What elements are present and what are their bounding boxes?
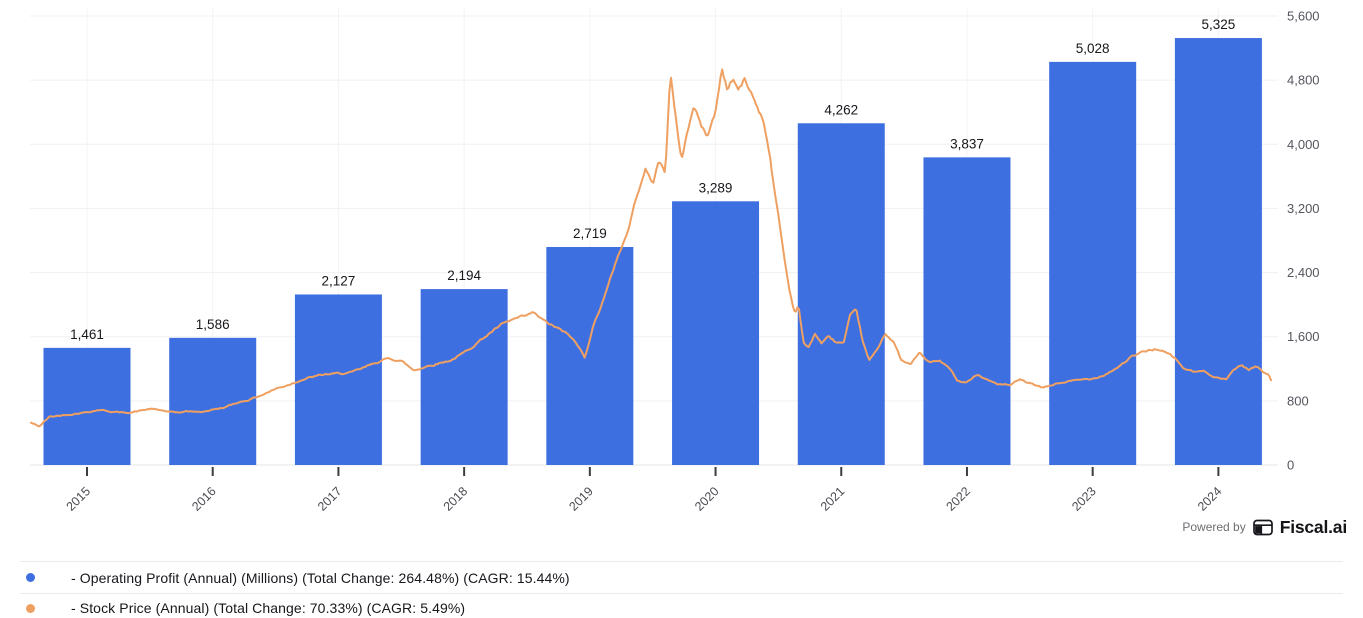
bar-2020[interactable] — [672, 201, 760, 466]
bar-value-label: 2,194 — [447, 268, 481, 283]
y-axis-tick-label: 5,600 — [1287, 9, 1320, 24]
x-axis-tick-label: 2020 — [692, 484, 722, 514]
stock-price-line[interactable] — [30, 68, 1272, 428]
chart-legend: - Operating Profit (Annual) (Millions) (… — [20, 561, 1343, 618]
x-axis-tick-label: 2022 — [944, 484, 974, 514]
x-axis-tick-label: 2021 — [818, 484, 848, 514]
bar-value-label: 3,837 — [950, 136, 984, 151]
y-axis-tick-label: 800 — [1287, 393, 1309, 408]
bar-value-label: 5,325 — [1201, 17, 1235, 32]
x-axis-tick-label: 2023 — [1069, 484, 1099, 514]
bar-value-label: 2,127 — [322, 273, 356, 288]
x-axis-tick-label: 2018 — [441, 484, 471, 514]
y-axis-tick-label: 3,200 — [1287, 201, 1320, 216]
bar-value-label: 1,461 — [70, 327, 104, 342]
x-axis-tick-label: 2016 — [189, 484, 219, 514]
powered-by-footer[interactable]: Powered by Fiscal.ai — [1182, 515, 1347, 539]
x-axis-tick-label: 2017 — [315, 484, 345, 514]
y-axis-tick-label: 4,000 — [1287, 137, 1320, 152]
x-axis-tick-label: 2019 — [566, 484, 596, 514]
bar-value-label: 2,719 — [573, 226, 607, 241]
bar-2015[interactable] — [43, 347, 131, 465]
fiscal-ai-logo-icon — [1252, 519, 1273, 536]
powered-by-text: Powered by — [1182, 520, 1246, 534]
x-axis-tick-label: 2024 — [1195, 484, 1225, 514]
legend-label-operating-profit: - Operating Profit (Annual) (Millions) (… — [71, 569, 570, 586]
bar-value-label: 1,586 — [196, 317, 230, 332]
legend-dot-stock-price — [26, 603, 35, 613]
x-axis-tick-label: 2015 — [64, 484, 94, 514]
bar-value-label: 4,262 — [824, 102, 858, 117]
legend-item-operating-profit[interactable]: - Operating Profit (Annual) (Millions) (… — [20, 561, 1343, 593]
bar-2019[interactable] — [546, 246, 634, 465]
bar-value-label: 5,028 — [1076, 41, 1110, 56]
legend-label-stock-price: - Stock Price (Annual) (Total Change: 70… — [71, 600, 466, 616]
bar-2021[interactable] — [797, 123, 885, 465]
bar-2018[interactable] — [420, 289, 508, 465]
fiscal-ai-brand: Fiscal.ai — [1279, 516, 1347, 537]
y-axis-tick-label: 0 — [1287, 458, 1294, 473]
y-axis-tick-label: 4,800 — [1287, 73, 1320, 88]
chart-canvas[interactable]: 0 800 1,600 2,400 3,200 4,000 4,800 5,600 1,461 1… — [0, 0, 1363, 560]
bar-2022[interactable] — [923, 157, 1011, 465]
legend-item-stock-price[interactable]: - Stock Price (Annual) (Total Change: 70… — [20, 593, 1343, 618]
bar-2017[interactable] — [294, 294, 382, 465]
legend-dot-operating-profit — [26, 573, 35, 582]
bar-2024[interactable] — [1174, 38, 1262, 466]
bar-value-label: 3,289 — [699, 180, 733, 195]
y-axis-tick-label: 2,400 — [1287, 265, 1320, 280]
bar-2023[interactable] — [1049, 61, 1137, 465]
y-axis-tick-label: 1,600 — [1287, 329, 1320, 344]
